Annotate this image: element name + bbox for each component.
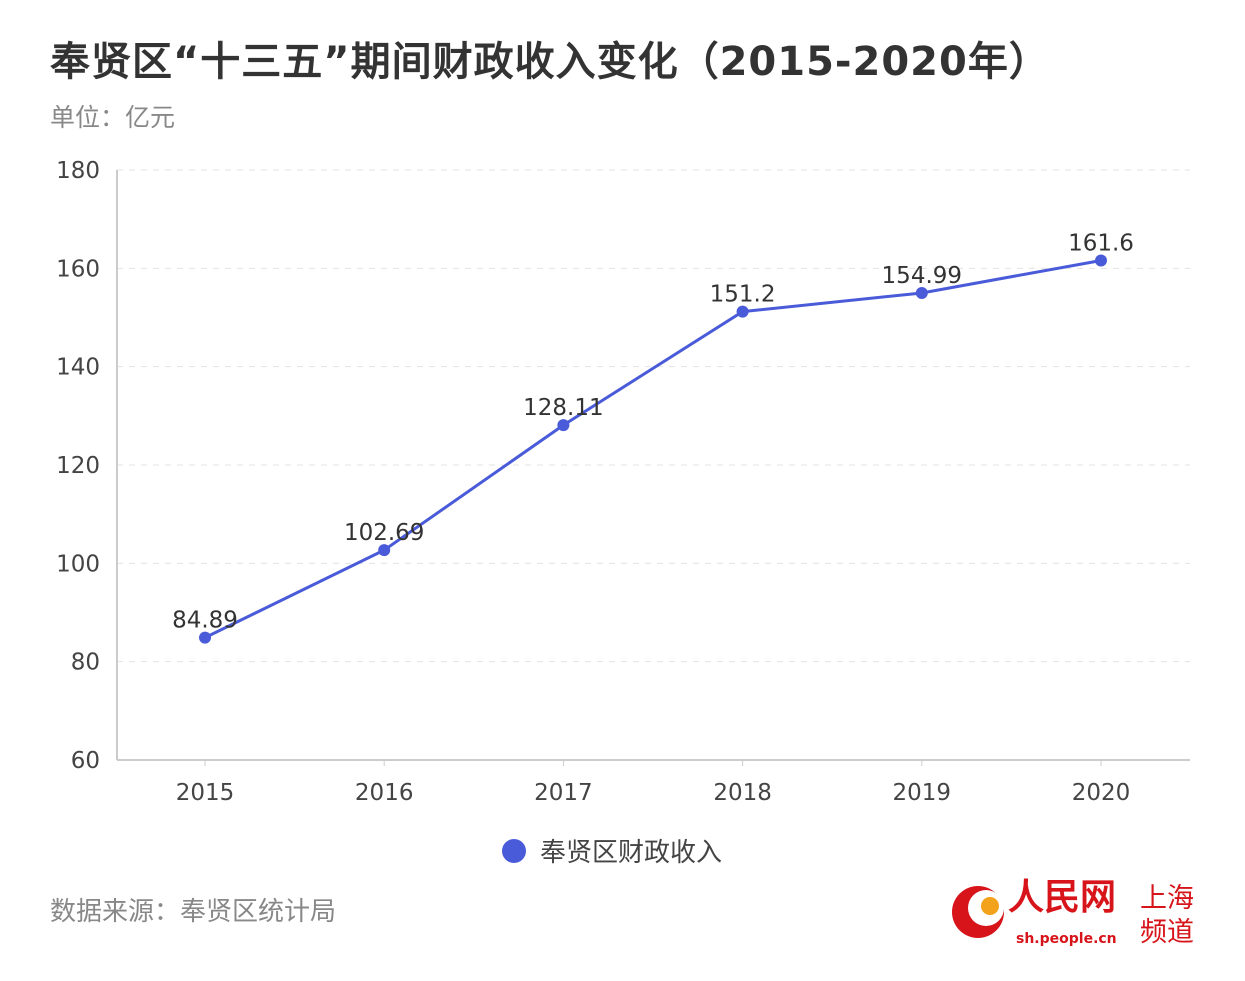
y-tick-label: 120 xyxy=(56,453,100,479)
x-tick-label: 2016 xyxy=(355,780,414,806)
data-point xyxy=(199,631,211,644)
x-tick-label: 2020 xyxy=(1072,780,1131,806)
legend-marker xyxy=(502,839,526,863)
y-tick-label: 100 xyxy=(56,551,100,577)
x-tick-label: 2015 xyxy=(176,780,235,806)
y-tick-label: 180 xyxy=(56,158,100,184)
people-logo: 人民网 sh.people.cn 上海频道 xyxy=(950,876,1220,956)
y-tick-label: 160 xyxy=(56,256,100,282)
data-label: 128.11 xyxy=(523,395,603,421)
data-label: 154.99 xyxy=(882,263,962,289)
legend-label: 奉贤区财政收入 xyxy=(540,838,722,868)
data-point xyxy=(557,419,570,432)
data-label: 84.89 xyxy=(172,608,238,634)
logo-url: sh.people.cn xyxy=(1016,931,1117,947)
logo-name: 人民网 xyxy=(1008,876,1117,918)
data-source: 数据来源：奉贤区统计局 xyxy=(50,897,337,927)
data-label: 161.6 xyxy=(1068,230,1134,256)
x-tick-label: 2017 xyxy=(534,780,593,806)
data-point xyxy=(1095,254,1107,267)
data-point xyxy=(915,286,928,299)
y-tick-label: 140 xyxy=(56,355,100,381)
x-tick-label: 2019 xyxy=(893,780,952,806)
chart-title: 奉贤区“十三五”期间财政收入变化（2015-2020年） xyxy=(50,39,1050,85)
unit-label: 单位：亿元 xyxy=(50,103,176,132)
y-tick-label: 60 xyxy=(71,748,100,774)
data-point xyxy=(378,544,391,557)
y-tick-label: 80 xyxy=(71,650,100,676)
series-line xyxy=(204,258,1102,639)
data-label: 151.2 xyxy=(710,282,776,308)
data-point xyxy=(736,305,749,318)
logo-emblem-icon xyxy=(952,886,1004,938)
x-tick-label: 2018 xyxy=(713,780,772,806)
data-label: 102.69 xyxy=(344,520,424,546)
logo-channel: 上海频道 xyxy=(1140,883,1194,948)
